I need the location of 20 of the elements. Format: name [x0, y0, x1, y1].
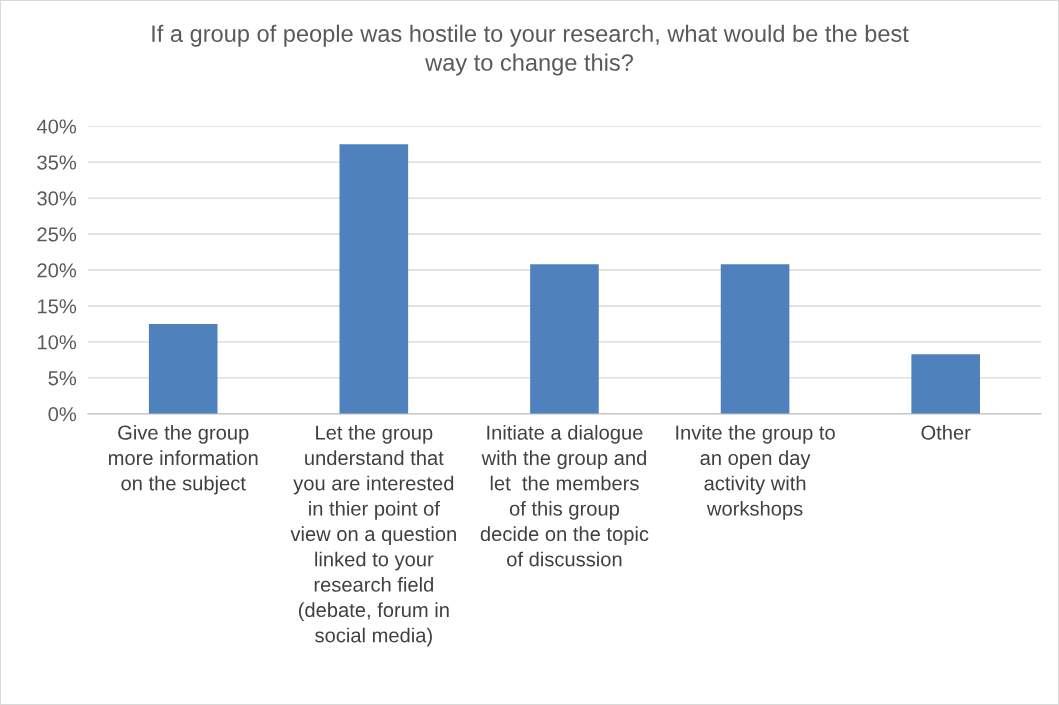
bar	[911, 354, 980, 414]
y-tick-label: 30%	[37, 191, 77, 206]
category-label: Let the group understand that you are interested in thier point of view on a question linked to your research field (debate, forum in social media)	[290, 424, 456, 647]
bar	[530, 264, 599, 414]
y-tick-label: 25%	[37, 227, 77, 242]
y-tick-label: 35%	[37, 155, 77, 170]
bar	[148, 323, 218, 414]
y-tick-label: 5%	[48, 371, 77, 386]
y-tick-label: 0%	[48, 407, 77, 422]
x-tick-label: Initiate a dialogue with the group and let the members of this group decide on the topic of discussion	[480, 424, 649, 567]
chart-title: If a group of people was hostile to your research, what would be the best way to change this?	[152, 24, 909, 76]
y-tick-label: 40%	[36, 119, 77, 134]
x-tick-label: Invite the group to an open day activity with workshops	[676, 424, 835, 520]
x-tick-label: Other	[921, 424, 971, 440]
y-tick-label: 10%	[38, 335, 77, 350]
bar	[339, 144, 409, 414]
y-tick-label: 20%	[37, 263, 77, 278]
y-tick-label: 15%	[38, 299, 77, 314]
x-tick-label: Give the group more information on the subject	[109, 424, 258, 495]
bar	[720, 264, 790, 414]
